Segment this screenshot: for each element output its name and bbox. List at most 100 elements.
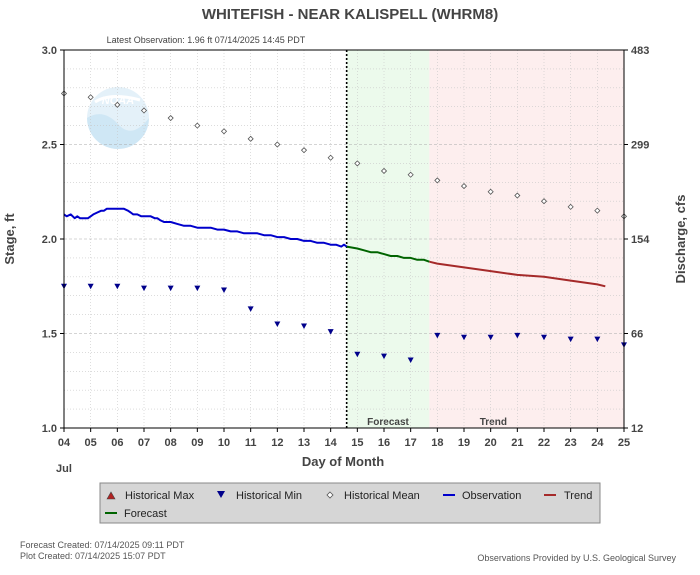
historical-min-point: [87, 283, 94, 290]
y-right-tick-label: 66: [631, 329, 643, 341]
legend-item-historical-min: Historical Min: [217, 490, 302, 502]
triangle-up-icon: [106, 491, 116, 500]
historical-min-point: [327, 329, 334, 335]
historical-min-point: [594, 336, 601, 343]
historical-min-point: [247, 306, 254, 312]
historical-min-point: [301, 323, 307, 329]
historical-mean-point: [407, 171, 414, 178]
triangle-down-icon: [217, 491, 225, 498]
y-tick-label: 1.5: [42, 329, 57, 341]
historical-min-point: [381, 353, 387, 360]
historical-mean-point: [247, 135, 254, 142]
historical-mean-point: [300, 147, 308, 154]
historical-min-point: [487, 334, 494, 341]
legend-item-historical-max: Historical Max: [106, 490, 195, 502]
historical-mean-point: [87, 94, 94, 101]
legend-label: Observation: [462, 490, 521, 502]
x-tick-label: 23: [565, 437, 577, 449]
x-tick-label: 14: [325, 437, 338, 449]
data-credit-text: Observations Provided by U.S. Geological…: [477, 553, 676, 563]
historical-mean-point: [540, 198, 548, 205]
historical-mean-point: [220, 128, 228, 135]
chart-axes: 04 05 06 07 08 09 10 11 12 13 14 15 16 17 18 19 20 21 22 23…: [42, 45, 651, 449]
y-right-tick-label: 12: [631, 423, 643, 435]
historical-min-point: [541, 334, 547, 341]
historical-mean-point: [114, 101, 121, 108]
y-tick-label: 3.0: [42, 45, 57, 57]
y-right-tick-label: 299: [631, 140, 649, 152]
noaa-logo-watermark: NOAA: [87, 87, 149, 149]
month-label: Jul: [56, 463, 72, 475]
legend-label: Historical Max: [125, 490, 195, 502]
historical-mean-point: [594, 207, 601, 214]
legend-label: Historical Min: [236, 490, 302, 502]
y-axis-label: Stage, ft: [2, 213, 17, 265]
historical-min-point: [567, 336, 574, 343]
x-tick-label: 07: [138, 437, 150, 449]
historical-mean-point: [167, 114, 174, 122]
x-tick-label: 04: [58, 437, 71, 449]
forecast-region-label: Forecast: [367, 417, 409, 428]
legend-item-observation: Observation: [443, 490, 521, 502]
x-tick-label: 24: [591, 437, 604, 449]
historical-mean-point: [354, 160, 361, 167]
historical-min-point: [274, 321, 281, 328]
legend-item-trend: Trend: [544, 490, 592, 502]
x-tick-label: 13: [298, 437, 310, 449]
trend-line: [429, 260, 606, 288]
chart-title: WHITEFISH - NEAR KALISPELL (WHRM8): [202, 6, 498, 23]
historical-mean-point: [380, 167, 388, 175]
historical-mean-point: [567, 203, 574, 210]
legend-label: Forecast: [124, 508, 167, 520]
x-tick-label: 21: [511, 437, 523, 449]
y-tick-label: 2.0: [42, 234, 57, 246]
chart-legend: Historical Max Historical Min Historical…: [99, 482, 601, 524]
legend-item-historical-mean: Historical Mean: [326, 490, 420, 502]
trend-region-label: Trend: [480, 417, 507, 428]
historical-min-point: [514, 332, 521, 339]
diamond-icon: [326, 491, 334, 499]
plot-created-text: Plot Created: 07/14/2025 15:07 PDT: [20, 551, 166, 561]
x-tick-label: 16: [378, 437, 390, 449]
historical-min-point: [461, 334, 467, 341]
y-tick-label: 1.0: [42, 423, 57, 435]
x-tick-label: 06: [111, 437, 123, 449]
x-tick-label: 18: [431, 437, 443, 449]
historical-min-point: [114, 283, 121, 290]
x-tick-label: 09: [191, 437, 203, 449]
historical-mean-point: [274, 141, 281, 148]
x-tick-label: 10: [218, 437, 230, 449]
legend-label: Historical Mean: [344, 490, 420, 502]
historical-min-point: [194, 285, 201, 292]
y-axis-right-label: Discharge, cfs: [673, 195, 688, 284]
latest-observation-text: Latest Observation: 1.96 ft 07/14/2025 1…: [107, 35, 306, 45]
x-tick-label: 05: [85, 437, 97, 449]
historical-mean-point: [327, 154, 334, 161]
chart-grid: [64, 50, 624, 428]
y-tick-label: 2.5: [42, 140, 57, 152]
historical-mean-point: [434, 177, 441, 184]
y-right-tick-label: 483: [631, 45, 649, 57]
historical-min-point: [407, 357, 414, 363]
forecast-line: [346, 245, 430, 263]
historical-mean-point: [140, 107, 148, 114]
historical-min-point: [354, 351, 361, 358]
legend-label: Trend: [564, 490, 592, 502]
x-axis-label: Day of Month: [302, 454, 384, 469]
legend-item-forecast: Forecast: [105, 508, 167, 520]
x-tick-label: 12: [271, 437, 283, 449]
observation-line: [63, 207, 348, 248]
forecast-created-text: Forecast Created: 07/14/2025 09:11 PDT: [20, 540, 185, 550]
historical-min-point: [221, 287, 227, 294]
x-tick-label: 08: [165, 437, 177, 449]
x-tick-label: 20: [485, 437, 497, 449]
historical-mean-point: [460, 183, 468, 190]
y-right-tick-label: 154: [631, 234, 650, 246]
x-tick-label: 15: [351, 437, 363, 449]
historical-mean-point: [487, 188, 494, 195]
x-tick-label: 25: [618, 437, 630, 449]
historical-mean-point: [194, 122, 201, 129]
x-tick-label: 22: [538, 437, 550, 449]
historical-min-point: [167, 285, 174, 292]
